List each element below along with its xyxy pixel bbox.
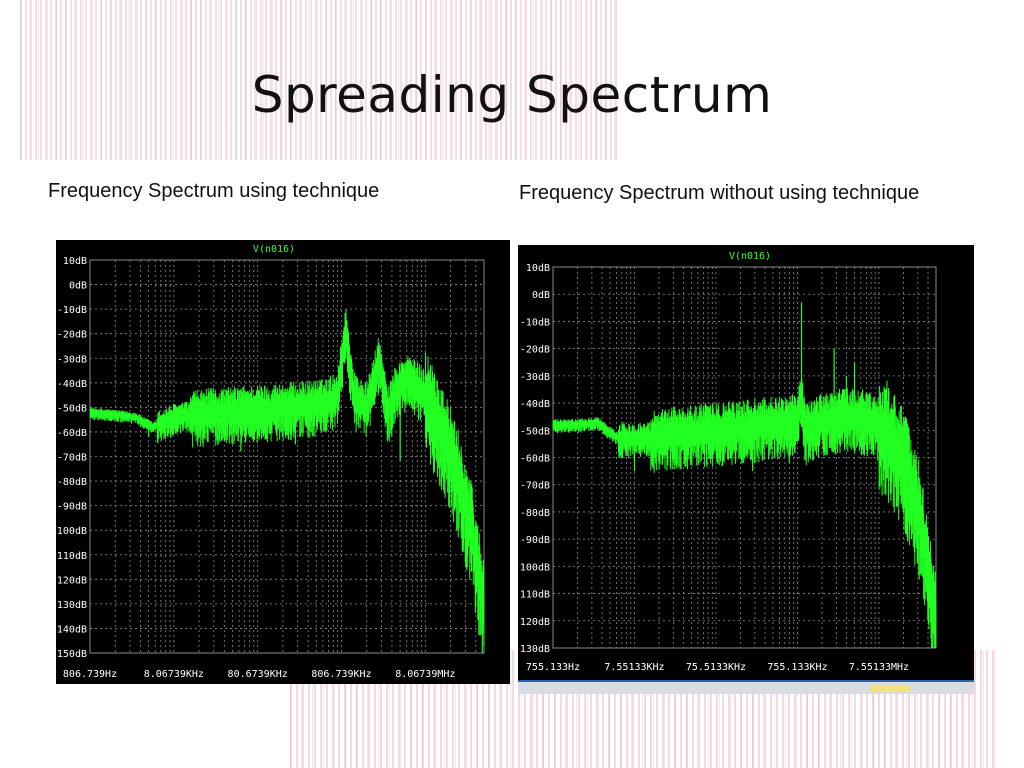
y-tick-label: -120dB bbox=[518, 617, 550, 628]
y-tick-label: -110dB bbox=[56, 551, 87, 562]
y-tick-label: -80dB bbox=[57, 477, 87, 488]
left-caption: Frequency Spectrum using technique bbox=[48, 180, 380, 202]
y-tick-label: 0dB bbox=[532, 290, 550, 301]
y-tick-label: -150dB bbox=[56, 649, 87, 660]
spectrum-noise-band bbox=[552, 377, 937, 648]
y-tick-label: -40dB bbox=[520, 399, 550, 410]
spectrum-plot-without-technique: 10dB 0dB -10dB -20dB -30dB -40dB -50dB -60dB -70… bbox=[518, 245, 974, 680]
y-tick-label: -140dB bbox=[56, 624, 87, 635]
y-tick-label: -40dB bbox=[57, 379, 87, 390]
y-tick-label: -60dB bbox=[520, 454, 550, 465]
plot-window-footer bbox=[518, 680, 974, 694]
y-tick-label: -90dB bbox=[57, 502, 87, 513]
x-tick-label: 806.739KHz bbox=[311, 669, 371, 680]
y-tick-label: -50dB bbox=[520, 426, 550, 437]
x-tick-label: 8.06739MHz bbox=[395, 669, 455, 680]
spectrum-trend-line bbox=[553, 397, 937, 621]
y-tick-label: 10dB bbox=[526, 263, 550, 274]
right-caption: Frequency Spectrum without using techniq… bbox=[519, 182, 920, 204]
spectrum-trend-line bbox=[89, 328, 485, 605]
series-label: V(n016) bbox=[729, 251, 771, 262]
y-tick-label: 0dB bbox=[69, 281, 87, 292]
y-tick-label: 10dB bbox=[63, 256, 87, 267]
y-tick-label: -20dB bbox=[520, 345, 550, 356]
y-tick-label: -120dB bbox=[56, 575, 87, 586]
x-tick-label: 7.55133KHz bbox=[604, 662, 664, 673]
y-tick-label: -100dB bbox=[518, 562, 550, 573]
y-tick-label: -30dB bbox=[57, 354, 87, 365]
y-tick-label: -100dB bbox=[56, 526, 87, 537]
y-tick-label: -130dB bbox=[518, 644, 550, 655]
y-tick-label: -110dB bbox=[518, 590, 550, 601]
spectrum-chart-with-technique: 10dB 0dB -10dB -20dB -30dB -40dB -50dB -60dB -70… bbox=[56, 244, 485, 680]
plot-footer-tag bbox=[870, 685, 910, 691]
spectrum-plot-with-technique: 10dB 0dB -10dB -20dB -30dB -40dB -50dB -60dB -70… bbox=[56, 240, 510, 684]
y-tick-label: -50dB bbox=[57, 403, 87, 414]
slide-title: Spreading Spectrum bbox=[251, 66, 773, 124]
y-tick-label: -130dB bbox=[56, 600, 87, 611]
x-tick-label: 80.6739KHz bbox=[228, 669, 288, 680]
x-tick-label: 7.55133MHz bbox=[849, 662, 909, 673]
y-tick-label: -70dB bbox=[57, 453, 87, 464]
y-tick-label: -90dB bbox=[520, 535, 550, 546]
y-tick-label: -10dB bbox=[57, 305, 87, 316]
x-tick-label: 755.133KHz bbox=[767, 662, 827, 673]
y-tick-label: -70dB bbox=[520, 481, 550, 492]
y-tick-label: -60dB bbox=[57, 428, 87, 439]
x-tick-label: 75.5133KHz bbox=[686, 662, 746, 673]
spectrum-noise-band bbox=[89, 309, 485, 647]
y-tick-label: -30dB bbox=[520, 372, 550, 383]
x-tick-label: 806.739Hz bbox=[63, 669, 117, 680]
series-label: V(n016) bbox=[253, 244, 295, 255]
spectrum-chart-without-technique: 10dB 0dB -10dB -20dB -30dB -40dB -50dB -60dB -70… bbox=[518, 251, 937, 673]
x-tick-label: 8.06739KHz bbox=[144, 669, 204, 680]
y-tick-label: -80dB bbox=[520, 508, 550, 519]
y-tick-label: -10dB bbox=[520, 317, 550, 328]
y-tick-label: -20dB bbox=[57, 330, 87, 341]
x-tick-label: 755.133Hz bbox=[526, 662, 580, 673]
